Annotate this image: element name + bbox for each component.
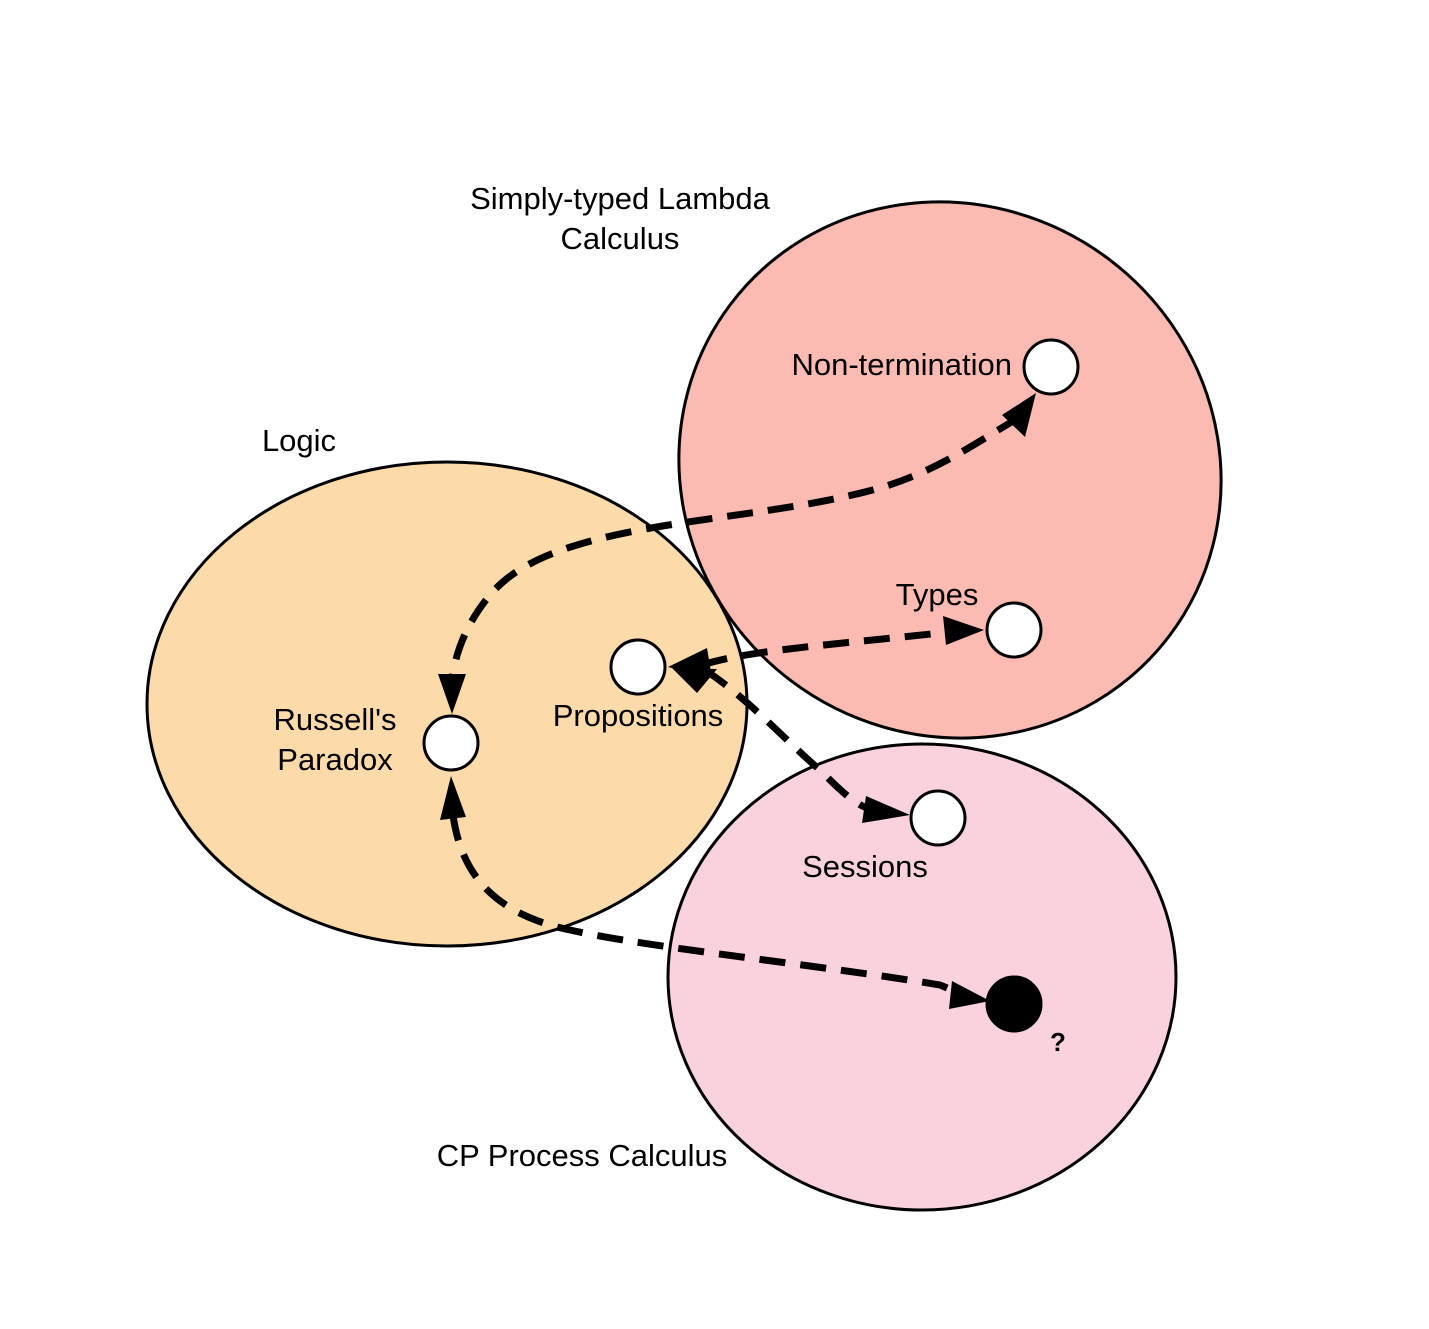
sessions-label: Sessions — [802, 849, 928, 884]
cp-process-calculus-title: CP Process Calculus — [437, 1138, 728, 1173]
types-label: Types — [896, 577, 979, 612]
edge-propositions-types — [700, 628, 951, 669]
logic-title: Logic — [262, 423, 336, 458]
propositions-label: Propositions — [553, 698, 724, 733]
arrowhead-at-types — [943, 616, 984, 645]
arrowhead-at-russells-paradox-bottom — [440, 776, 466, 820]
types-node[interactable] — [985, 601, 1043, 659]
nodes — [422, 338, 1080, 1033]
non-termination-label: Non-termination — [791, 347, 1012, 382]
edge-russells-paradox-unknown — [449, 814, 954, 994]
cp-process-calculus-region — [666, 742, 1178, 1212]
edge-non-termination-russells-paradox — [448, 413, 1022, 681]
propositions-node[interactable] — [609, 638, 667, 696]
unknown-label: ? — [1050, 1027, 1066, 1057]
sessions-node[interactable] — [909, 789, 967, 847]
arrowhead-at-unknown — [949, 981, 990, 1009]
edges — [448, 413, 1022, 994]
lambda-calculus-title-line2: Calculus — [561, 221, 680, 256]
regions — [145, 200, 1223, 1212]
lambda-calculus-region — [677, 200, 1223, 740]
edge-propositions-sessions — [703, 667, 874, 814]
arrowheads — [438, 393, 1036, 1009]
russells-paradox-node[interactable] — [422, 714, 480, 772]
unknown-node[interactable] — [985, 975, 1043, 1033]
russells-paradox-label-line1: Russell's — [273, 702, 396, 737]
arrowhead-at-sessions — [862, 796, 910, 823]
arrowhead-at-russells-paradox-top — [438, 674, 466, 714]
lambda-calculus-title-line1: Simply-typed Lambda — [470, 181, 771, 216]
arrowhead-at-propositions-from-sessions — [672, 668, 717, 693]
arrowhead-at-non-termination — [1002, 393, 1036, 437]
region-titles: Simply-typed Lambda Calculus Logic CP Pr… — [262, 181, 771, 1173]
non-termination-node[interactable] — [1022, 338, 1080, 396]
russells-paradox-label-line2: Paradox — [277, 742, 393, 777]
node-labels: Non-termination Types Propositions Russe… — [273, 347, 1065, 1057]
